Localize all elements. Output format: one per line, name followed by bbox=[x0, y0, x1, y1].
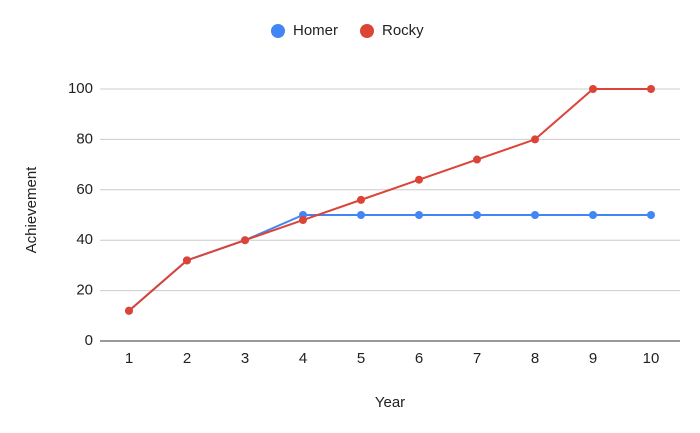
data-point bbox=[531, 211, 539, 219]
y-tick-label: 100 bbox=[68, 80, 93, 97]
legend-label: Rocky bbox=[382, 22, 424, 39]
data-point bbox=[589, 85, 597, 93]
x-tick-label: 5 bbox=[357, 350, 365, 367]
series-line bbox=[128, 88, 651, 312]
y-tick-label: 60 bbox=[76, 181, 93, 198]
y-tick-label: 20 bbox=[76, 282, 93, 299]
x-tick-label: 2 bbox=[183, 350, 191, 367]
legend-marker bbox=[360, 24, 374, 38]
data-point bbox=[531, 135, 539, 144]
x-tick-label: 1 bbox=[125, 350, 133, 367]
data-point bbox=[415, 175, 423, 184]
data-point bbox=[299, 216, 307, 225]
data-point bbox=[473, 211, 481, 219]
data-point bbox=[589, 211, 597, 219]
data-point bbox=[357, 211, 365, 219]
legend-label: Homer bbox=[293, 22, 338, 39]
legend-marker bbox=[271, 24, 285, 38]
x-tick-label: 3 bbox=[241, 350, 249, 367]
data-point bbox=[357, 195, 365, 204]
data-point bbox=[241, 236, 249, 245]
data-point bbox=[647, 211, 655, 219]
x-tick-label: 4 bbox=[299, 350, 307, 367]
y-tick-label: 40 bbox=[76, 231, 93, 248]
x-tick-label: 10 bbox=[643, 350, 660, 367]
data-point bbox=[125, 306, 133, 315]
x-tick-label: 6 bbox=[415, 350, 423, 367]
x-tick-label: 8 bbox=[531, 350, 539, 367]
y-tick-label: 80 bbox=[76, 130, 93, 147]
x-tick-label: 7 bbox=[473, 350, 481, 367]
y-axis-title: Achievement bbox=[23, 166, 40, 254]
data-point bbox=[415, 211, 423, 219]
data-point bbox=[473, 155, 481, 164]
series-line bbox=[128, 214, 651, 312]
x-tick-label: 9 bbox=[589, 350, 597, 367]
x-axis-title: Year bbox=[375, 394, 405, 411]
data-point bbox=[183, 256, 191, 265]
y-tick-label: 0 bbox=[85, 332, 93, 349]
data-point bbox=[647, 85, 655, 93]
